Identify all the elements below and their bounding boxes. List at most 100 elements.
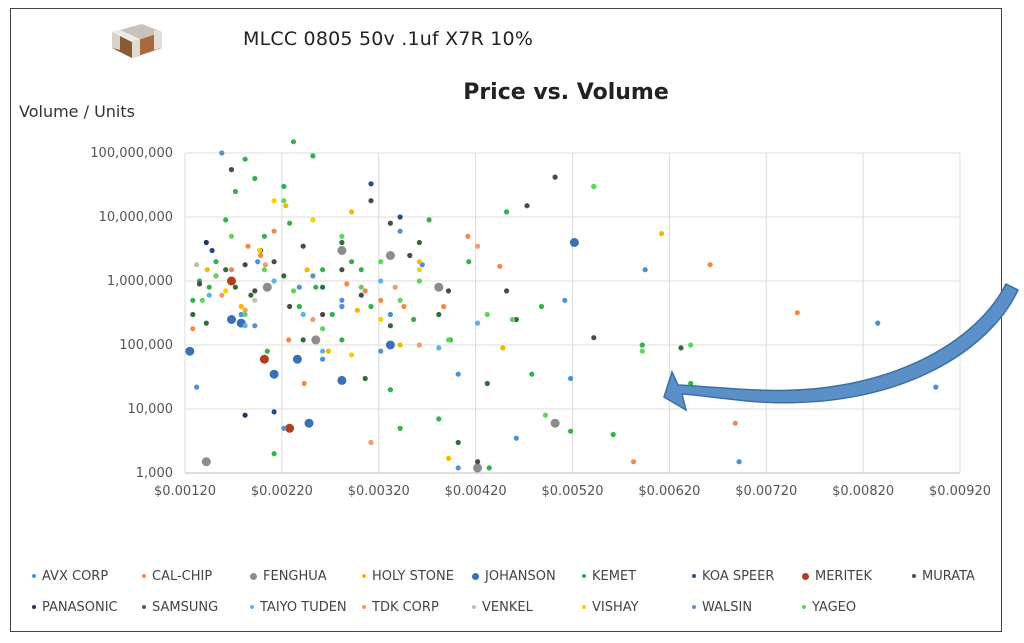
data-point (378, 278, 384, 284)
data-point (339, 337, 345, 343)
data-point (542, 412, 549, 418)
data-point (337, 375, 347, 385)
data-point (242, 156, 248, 162)
data-point (568, 428, 574, 434)
annotation-arrow (663, 282, 1019, 412)
y-tick-label: 100,000 (119, 338, 173, 353)
data-point (296, 303, 302, 310)
data-point (436, 311, 442, 318)
data-point (387, 311, 393, 318)
data-point (281, 425, 287, 431)
data-point (368, 303, 374, 310)
legend-label: JOHANSON (485, 568, 556, 584)
data-point (223, 217, 229, 223)
data-point (610, 431, 616, 438)
data-point (387, 220, 393, 226)
data-point (290, 139, 297, 145)
data-point (378, 259, 384, 265)
data-point (281, 183, 287, 190)
data-point (445, 288, 452, 294)
y-tick-label: 1,000,000 (107, 274, 173, 289)
data-point (538, 303, 545, 310)
data-point (339, 233, 345, 239)
data-point (591, 335, 597, 341)
data-point (339, 239, 345, 246)
data-point (320, 284, 326, 290)
data-point (504, 209, 510, 215)
data-point (301, 380, 307, 387)
data-point (378, 316, 384, 323)
figure-frame (10, 8, 1002, 632)
legend-marker (250, 572, 257, 580)
data-point (271, 228, 277, 234)
data-point (271, 409, 277, 415)
data-point (385, 340, 395, 350)
data-point (232, 284, 238, 290)
legend-label: AVX CORP (42, 568, 109, 584)
data-point (397, 228, 403, 234)
x-tick-label: $0.00620 (638, 484, 700, 499)
data-point (397, 214, 403, 220)
data-point (397, 297, 403, 303)
legend-marker (692, 605, 696, 609)
x-tick-label: $0.00520 (541, 484, 603, 499)
data-point (436, 416, 442, 422)
data-point (206, 284, 212, 290)
data-point (320, 356, 326, 362)
data-point (271, 278, 277, 284)
data-point (300, 311, 306, 318)
legend-label: SAMSUNG (152, 599, 219, 615)
data-point (262, 262, 268, 268)
data-point (286, 337, 292, 343)
data-point (466, 259, 472, 265)
data-point (639, 348, 645, 354)
x-tick-label: $0.00420 (445, 484, 507, 499)
data-point (362, 375, 368, 382)
data-point (194, 262, 200, 268)
data-point (875, 320, 881, 326)
data-point (524, 203, 530, 209)
data-point (504, 288, 510, 294)
data-point (591, 183, 597, 190)
legend-label: FENGHUA (263, 568, 327, 584)
legend-item: VENKEL (472, 597, 533, 617)
data-point (257, 247, 263, 254)
data-point (227, 276, 236, 286)
data-point (642, 267, 648, 273)
legend-label: YAGEO (812, 599, 857, 615)
data-point (568, 375, 574, 382)
data-point (337, 246, 347, 255)
data-point (500, 345, 506, 351)
data-point (736, 459, 742, 465)
legend-item: TAIYO TUDEN (250, 597, 347, 617)
legend-label: CAL-CHIP (152, 568, 213, 584)
data-point (465, 233, 471, 239)
data-point (228, 267, 235, 273)
data-point (228, 167, 235, 173)
y-tick-label: 1,000 (136, 466, 173, 481)
data-point (242, 262, 248, 268)
legend-marker (32, 574, 36, 578)
data-point (213, 273, 219, 279)
data-point (732, 420, 738, 426)
data-point (445, 337, 452, 343)
legend-row: AVX CORP CAL-CHIP FENGHUA HOLY STONE JOHANSO… (32, 566, 992, 597)
data-point (292, 354, 302, 364)
data-point (397, 342, 403, 348)
legend-label: HOLY STONE (372, 568, 454, 584)
data-point (271, 198, 277, 204)
data-point (223, 288, 229, 294)
data-point (269, 369, 279, 379)
legend-item: SAMSUNG (142, 597, 218, 617)
data-point (213, 259, 219, 265)
legend-marker (802, 605, 806, 609)
data-point (529, 371, 535, 377)
legend-marker (362, 574, 366, 578)
legend-item: AVX CORP (32, 566, 108, 586)
data-point (392, 284, 398, 290)
data-point (242, 311, 248, 318)
data-point (497, 263, 503, 269)
data-point (475, 459, 481, 465)
legend-label: VISHAY (592, 599, 639, 615)
data-point (513, 435, 519, 441)
